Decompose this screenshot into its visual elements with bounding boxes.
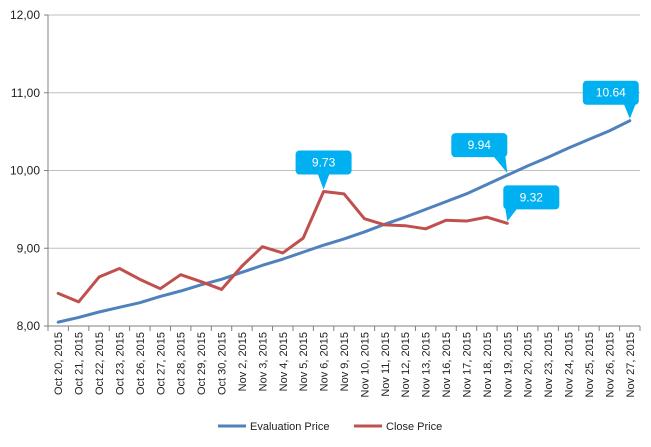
y-tick-label: 8,00 [17,319,41,333]
callout: 9.73 [295,150,352,190]
x-tick-label: Nov 2, 2015 [237,332,249,391]
callout: 9.32 [503,185,560,222]
x-tick-label: Nov 16, 2015 [441,332,453,397]
series-line-evaluation-price [56,119,632,324]
x-tick-label: Nov 3, 2015 [257,332,269,391]
x-tick-label: Nov 4, 2015 [278,332,290,391]
x-tick-label: Nov 10, 2015 [359,332,371,397]
x-tick-label: Nov 12, 2015 [400,332,412,397]
callout-pointer [505,208,518,222]
legend: Evaluation Price Close Price [218,421,442,433]
axes [44,14,641,331]
series-lines [56,119,632,324]
x-tick-label: Oct 28, 2015 [176,332,188,395]
callout-pointer [623,103,636,119]
callout-pointer [317,173,330,190]
x-tick-label: Nov 26, 2015 [604,332,616,397]
callout-label: 9.94 [468,138,492,152]
x-tick-label: Oct 22, 2015 [94,332,106,395]
legend-item: Evaluation Price [218,421,330,433]
callout-label: 9.32 [520,190,544,204]
x-axis-tick-labels: Oct 20, 2015 Oct 21, 2015 Oct 22, 2015 Oct … [53,332,637,397]
x-tick-label: Nov 23, 2015 [543,332,555,397]
x-tick-label: Nov 18, 2015 [482,332,494,397]
x-tick-label: Nov 27, 2015 [625,332,637,397]
x-tick-label: Oct 21, 2015 [74,332,86,395]
x-tick-label: Oct 29, 2015 [196,332,208,395]
x-tick-label: Nov 5, 2015 [298,332,310,391]
callout-box [503,185,560,210]
x-tick-label: Nov 17, 2015 [461,332,473,397]
callout-box [295,150,352,175]
x-tick-label: Oct 20, 2015 [53,332,65,395]
x-tick-label: Nov 11, 2015 [380,332,392,397]
x-tick-label: Nov 24, 2015 [564,332,576,397]
data-callouts: 9.73 9.94 9.32 10.64 [295,80,639,222]
callout: 9.94 [451,133,508,174]
callout-box [582,80,639,105]
x-tick-label: Nov 25, 2015 [584,332,596,397]
x-tick-label: Oct 23, 2015 [114,332,126,395]
x-tick-label: Nov 6, 2015 [319,332,331,391]
callout-pointer [493,156,508,174]
x-tick-label: Nov 9, 2015 [339,332,351,391]
y-tick-label: 9,00 [17,241,41,255]
series-line-close-price [56,189,509,304]
callout-label: 10.64 [596,86,626,100]
legend-item: Close Price [354,421,442,433]
y-tick-label: 11,00 [11,86,40,100]
callout-box [451,133,508,158]
callout-label: 9.73 [312,155,336,169]
x-tick-label: Nov 19, 2015 [502,332,514,397]
callout: 10.64 [582,80,639,119]
x-tick-label: Oct 26, 2015 [135,332,147,395]
legend-label: Evaluation Price [250,421,330,433]
legend-label: Close Price [386,421,442,433]
x-tick-label: Nov 13, 2015 [421,332,433,397]
y-tick-label: 10,00 [10,164,40,178]
y-axis-tick-labels: 8,00 9,00 10,00 11,00 12,00 [10,8,40,333]
x-tick-label: Oct 30, 2015 [217,332,229,395]
x-tick-label: Oct 27, 2015 [155,332,167,395]
gridlines [48,14,640,249]
y-tick-label: 12,00 [10,8,40,22]
x-tick-label: Nov 20, 2015 [523,332,535,397]
